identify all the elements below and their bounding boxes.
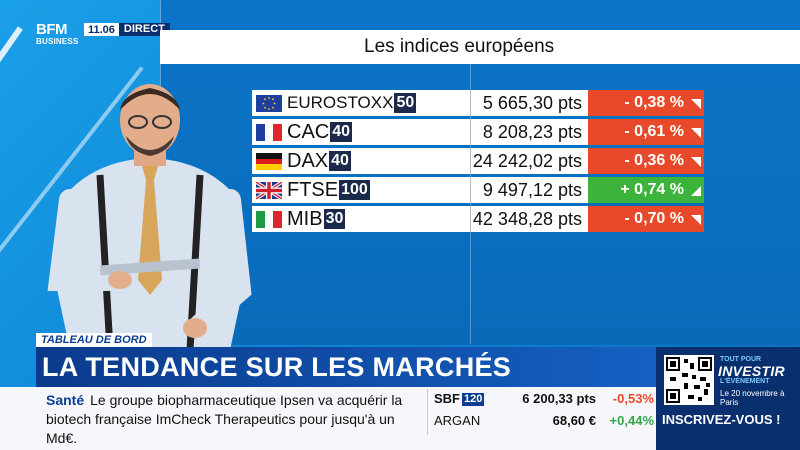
news-ticker-bar (0, 387, 656, 450)
index-row: EUROSTOXX 50 5 665,30 pts - 0,38 % (252, 90, 704, 116)
market-row: ARGAN 68,60 € +0,44% (434, 411, 654, 431)
index-row: CAC 40 8 208,23 pts - 0,61 % (252, 119, 704, 145)
presenter-figure (47, 84, 252, 350)
index-name-cell: FTSE 100 (252, 177, 470, 203)
clock-time: 11.06 (88, 23, 115, 36)
down-triangle-icon (691, 99, 701, 109)
down-triangle-icon (691, 128, 701, 138)
index-points: 9 497,12 pts (470, 177, 588, 203)
index-change: - 0,61 % (588, 119, 704, 145)
down-triangle-icon (691, 215, 701, 225)
qr-code-icon[interactable] (664, 355, 714, 405)
index-row: DAX 40 24 242,02 pts - 0,36 % (252, 148, 704, 174)
index-points: 8 208,23 pts (470, 119, 588, 145)
news-ticker: Santé Le groupe biopharmaceutique Ipsen v… (46, 391, 422, 448)
market-change: -0,53% (612, 391, 654, 406)
market-name: ARGAN (434, 413, 481, 428)
index-points: 24 242,02 pts (470, 148, 588, 174)
index-change-value: + 0,74 % (620, 181, 684, 198)
index-change-value: - 0,61 % (624, 123, 684, 140)
index-change: - 0,70 % (588, 206, 704, 232)
index-change: - 0,36 % (588, 148, 704, 174)
index-change-value: - 0,38 % (624, 94, 684, 111)
market-badge: 120 (462, 393, 485, 406)
up-triangle-icon (691, 186, 701, 196)
index-name-cell: EUROSTOXX 50 (252, 90, 470, 116)
promo-subtitle: L'ÉVÉNEMENT (720, 378, 770, 385)
index-number-badge: 40 (330, 122, 353, 142)
market-name: SBF 120 (434, 391, 485, 406)
logo-bottom-text: BUSINESS (36, 37, 79, 46)
index-change-value: - 0,70 % (624, 210, 684, 227)
investir-promo[interactable]: TOUT POUR INVESTIR L'ÉVÉNEMENT Le 20 nov… (656, 347, 800, 450)
index-name: EUROSTOXX (287, 93, 394, 112)
index-number-badge: 50 (394, 93, 417, 113)
france-flag-icon (256, 123, 282, 141)
index-change-value: - 0,36 % (624, 152, 684, 169)
germany-flag-icon (256, 152, 282, 170)
market-value: 6 200,33 pts (522, 391, 596, 406)
promo-title: INVESTIR (718, 363, 785, 379)
promo-date-place: Le 20 novembre à Paris (720, 389, 785, 407)
index-number-badge: 100 (339, 180, 370, 200)
bfm-business-logo: BFM BUSINESS (36, 22, 82, 49)
headline-banner: LA TENDANCE SUR LES MARCHÉS (36, 347, 656, 387)
market-change: +0,44% (609, 413, 654, 428)
news-category: Santé (46, 392, 85, 408)
live-badge: DIRECT (118, 23, 170, 36)
news-text: Le groupe biopharmaceutique Ipsen va acq… (46, 392, 403, 446)
index-number-badge: 40 (329, 151, 351, 171)
down-triangle-icon (691, 157, 701, 167)
index-name: DAX (287, 150, 329, 172)
promo-small-top: TOUT POUR (720, 356, 762, 363)
index-points: 42 348,28 pts (470, 206, 588, 232)
index-number-badge: 30 (323, 209, 346, 229)
index-name: MIB (287, 208, 323, 230)
index-change: - 0,38 % (588, 90, 704, 116)
indices-table: EUROSTOXX 50 5 665,30 pts - 0,38 % CAC 4… (252, 90, 704, 235)
index-name-cell: MIB 30 (252, 206, 470, 232)
index-name-cell: DAX 40 (252, 148, 470, 174)
eu-flag-icon (256, 94, 282, 112)
index-row: FTSE 100 9 497,12 pts + 0,74 % (252, 177, 704, 203)
time-bug: 11.06 DIRECT (84, 23, 170, 36)
market-row: SBF 120 6 200,33 pts -0,53% (434, 389, 654, 409)
index-name-cell: CAC 40 (252, 119, 470, 145)
board-title: Les indices européens (160, 30, 800, 64)
promo-cta[interactable]: INSCRIVEZ-VOUS ! (662, 412, 781, 427)
market-ticker: SBF 120 6 200,33 pts -0,53% ARGAN 68,60 €… (427, 389, 656, 435)
segment-tag: TABLEAU DE BORD (36, 333, 152, 347)
uk-flag-icon (256, 181, 282, 199)
index-name: FTSE (287, 179, 339, 201)
index-points: 5 665,30 pts (470, 90, 588, 116)
index-name: CAC (287, 121, 330, 143)
logo-top-text: BFM (36, 21, 68, 38)
market-value: 68,60 € (552, 413, 596, 428)
italy-flag-icon (256, 210, 282, 228)
index-row: MIB 30 42 348,28 pts - 0,70 % (252, 206, 704, 232)
index-change: + 0,74 % (588, 177, 704, 203)
